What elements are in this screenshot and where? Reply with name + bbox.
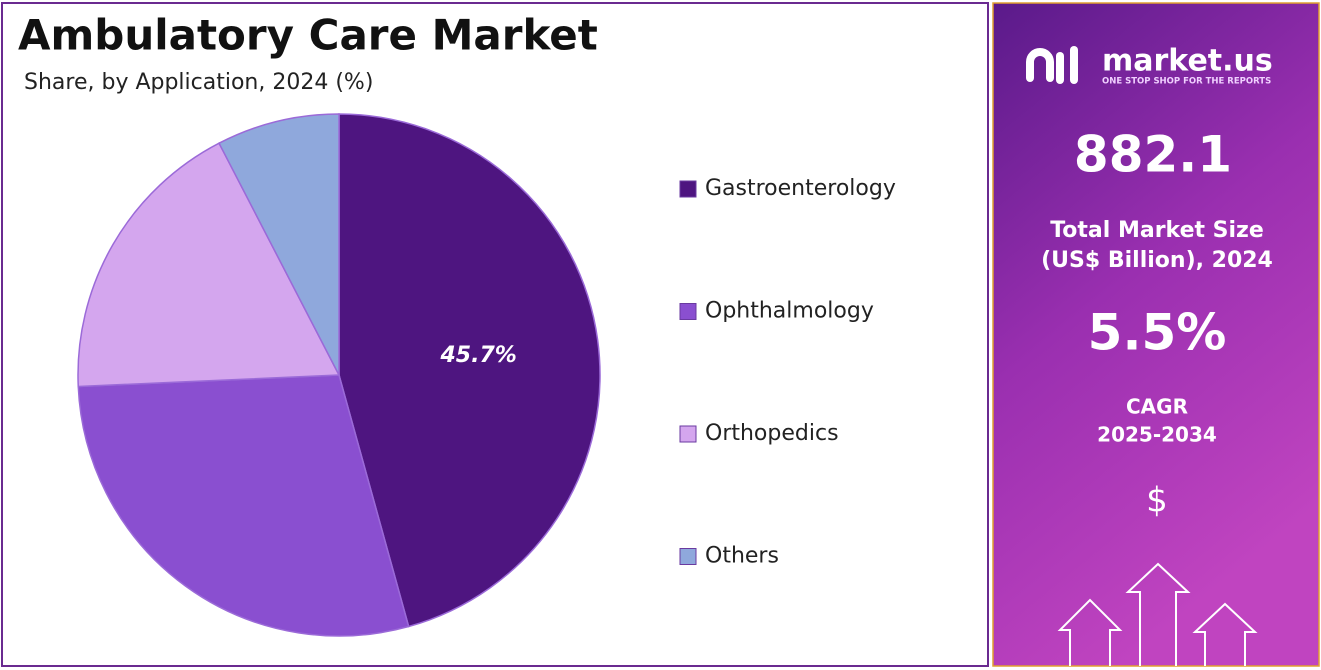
cagr-label: CAGR bbox=[1126, 395, 1188, 419]
info-panel bbox=[992, 2, 1320, 667]
legend-swatch bbox=[679, 180, 697, 198]
data-label: 45.7% bbox=[439, 343, 516, 368]
market-size: 882.1 bbox=[1074, 126, 1232, 184]
logo-icon bbox=[1026, 46, 1078, 84]
chart-subtitle: Share, by Application, 2024 (%) bbox=[24, 70, 373, 95]
cagr: 5.5% bbox=[1088, 304, 1227, 362]
pie-slice bbox=[218, 113, 340, 376]
currency-icon: $ bbox=[1146, 481, 1168, 521]
pie-slice bbox=[77, 142, 341, 388]
pie-slice bbox=[338, 113, 601, 628]
arrows-decoration bbox=[1057, 562, 1258, 666]
market-size-label: (US$ Billion), 2024 bbox=[1041, 248, 1273, 273]
legend-label: Orthopedics bbox=[705, 421, 839, 446]
legend-swatch bbox=[679, 425, 697, 443]
market-size-label: Total Market Size bbox=[1050, 218, 1264, 243]
brand: market.us bbox=[1102, 44, 1273, 79]
legend-label: Others bbox=[705, 544, 779, 569]
legend-label: Gastroenterology bbox=[705, 176, 896, 201]
legend-swatch bbox=[679, 548, 697, 565]
legend-swatch bbox=[679, 303, 697, 320]
legend-label: Ophthalmology bbox=[705, 299, 874, 324]
pie-slice bbox=[77, 374, 410, 637]
cagr-label: 2025-2034 bbox=[1097, 423, 1217, 447]
tagline: ONE STOP SHOP FOR THE REPORTS bbox=[1102, 77, 1271, 87]
chart-title: Ambulatory Care Market bbox=[18, 11, 598, 60]
